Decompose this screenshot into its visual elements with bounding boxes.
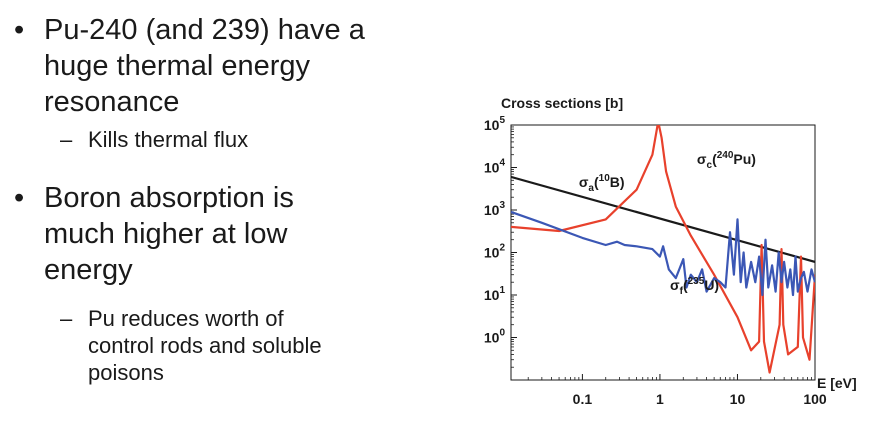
bullet-2-line-1: Boron absorption is xyxy=(44,182,294,214)
bullet-dot: • xyxy=(14,14,25,46)
x-axis-label: E [eV] xyxy=(817,375,857,391)
sub-bullet-2-line-1: Pu reduces worth of xyxy=(88,306,284,331)
bullet-2-line-2: much higher at low xyxy=(44,218,288,250)
sub-bullet-dash: – xyxy=(60,306,73,331)
x-tick-label: 100 xyxy=(803,391,827,407)
sub-bullet-2: – Pu reduces worth of control rods and s… xyxy=(60,305,322,386)
sub-bullet-2-line-3: poisons xyxy=(88,360,164,385)
plot-frame xyxy=(510,124,816,381)
sub-bullet-dash: – xyxy=(60,127,73,152)
y-tick-label: 104 xyxy=(484,158,506,176)
y-tick-label: 103 xyxy=(484,200,506,218)
sub-bullet-1-line-1: Kills thermal flux xyxy=(88,127,249,152)
series-line-u xyxy=(511,210,815,297)
chart-title: Cross sections [b] xyxy=(501,95,623,111)
sub-bullet-1: – Kills thermal flux xyxy=(60,126,249,153)
x-tick-label: 10 xyxy=(730,391,746,407)
y-tick-label: 105 xyxy=(484,115,506,133)
sub-bullet-2-line-2: control rods and soluble xyxy=(88,333,322,358)
bullet-1-line-2: huge thermal energy xyxy=(44,50,310,82)
bullet-list: • Pu-240 (and 239) have a huge thermal e… xyxy=(0,0,440,425)
series-label-u: σf(235U) xyxy=(670,276,719,297)
bullet-2-line-3: energy xyxy=(44,254,133,286)
series-label-b: σa(10B) xyxy=(579,173,625,194)
y-tick-label: 101 xyxy=(484,285,506,303)
bullet-1: • Pu-240 (and 239) have a huge thermal e… xyxy=(14,12,365,120)
y-tick-label: 100 xyxy=(484,328,506,346)
bullet-dot: • xyxy=(14,182,25,214)
series-label-pu: σc(240Pu) xyxy=(697,150,756,171)
bullet-1-line-1: Pu-240 (and 239) have a xyxy=(44,14,365,46)
bullet-1-line-3: resonance xyxy=(44,86,180,118)
series-line-pu xyxy=(511,125,815,374)
y-tick-label: 102 xyxy=(484,243,506,261)
x-tick-label: 0.1 xyxy=(573,391,593,407)
x-tick-label: 1 xyxy=(656,391,664,407)
bullet-2: • Boron absorption is much higher at low… xyxy=(14,180,294,288)
cross-section-chart: Cross sections [b] 100 101 102 103 104 105 0.1 1… xyxy=(440,80,871,425)
